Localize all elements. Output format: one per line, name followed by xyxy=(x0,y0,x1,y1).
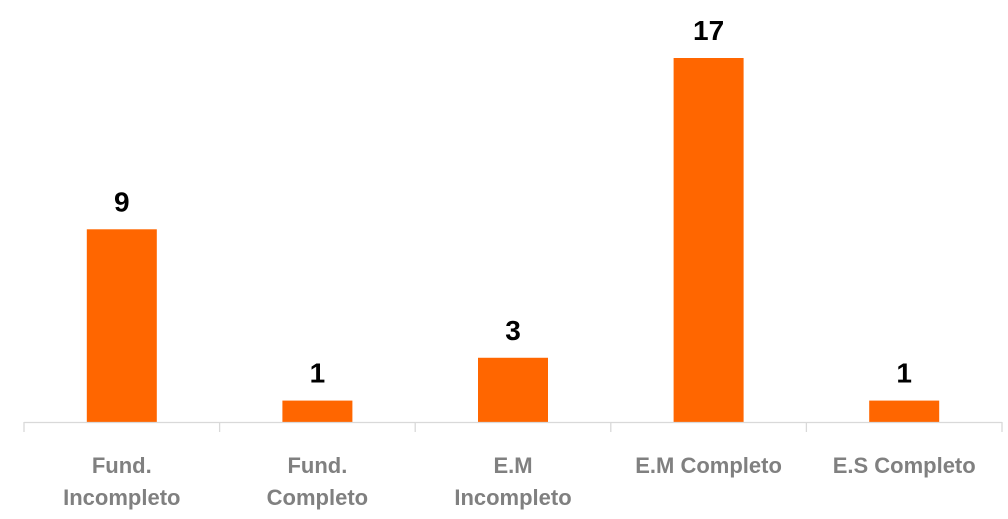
data-label: 1 xyxy=(896,358,912,389)
bar xyxy=(673,58,744,422)
bar xyxy=(282,400,353,422)
bar xyxy=(478,357,548,422)
category-label: E.M Incompleto xyxy=(454,453,571,510)
bar xyxy=(869,400,940,422)
bar xyxy=(86,229,157,422)
category-label: E.S Completo xyxy=(833,453,976,478)
data-label: 17 xyxy=(693,15,724,46)
x-axis xyxy=(23,421,1003,432)
category-label: Fund. Incompleto xyxy=(63,453,180,510)
data-label: 3 xyxy=(505,315,521,346)
bars-group xyxy=(86,58,940,422)
category-label: Fund. Completo xyxy=(267,453,368,510)
data-label: 9 xyxy=(114,186,130,217)
data-label: 1 xyxy=(310,358,326,389)
category-label: E.M Completo xyxy=(635,453,782,478)
category-labels-group: Fund. Incompleto Fund. Completo E.M Incomplet… xyxy=(63,453,976,510)
